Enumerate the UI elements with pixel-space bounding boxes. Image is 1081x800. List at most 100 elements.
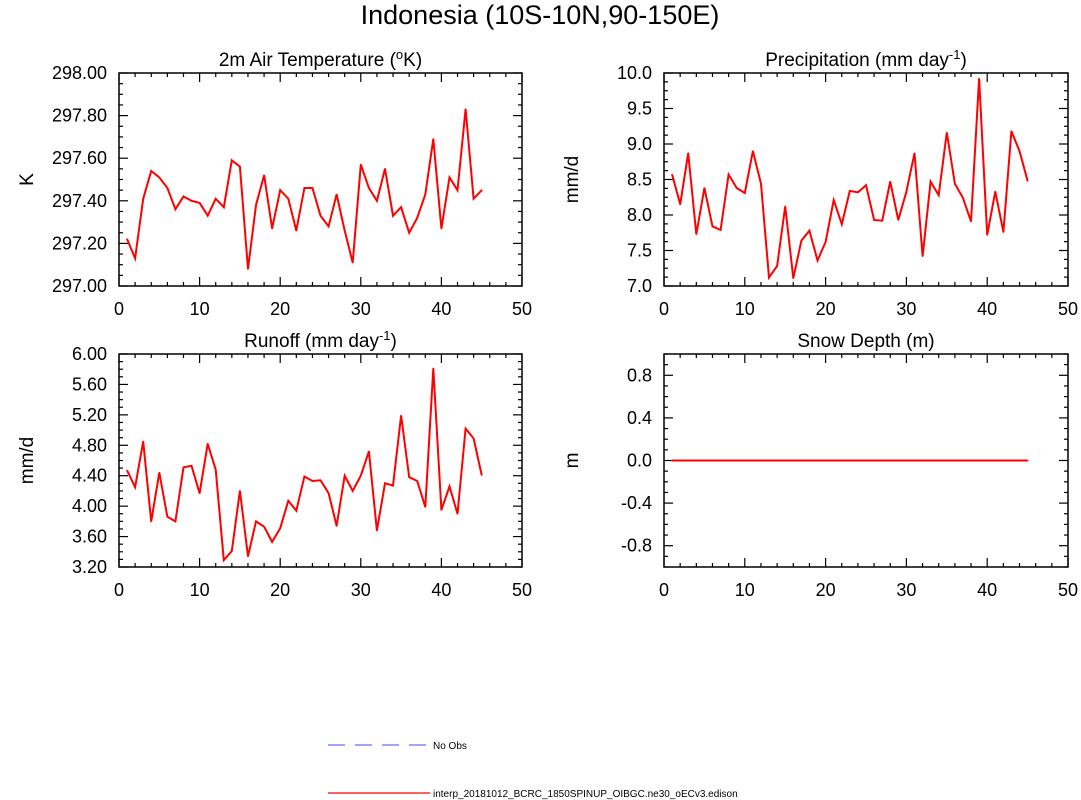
data-point — [198, 492, 201, 495]
data-point — [824, 241, 827, 243]
data-point — [816, 459, 819, 462]
y-tick-label: 0.0 — [627, 451, 652, 471]
data-point — [255, 520, 257, 523]
data-point — [986, 459, 988, 462]
data-point — [711, 225, 714, 228]
data-point — [752, 459, 754, 462]
data-point — [456, 512, 459, 515]
data-point — [150, 170, 153, 172]
data-point — [287, 500, 290, 502]
data-point — [840, 223, 843, 226]
data-point — [368, 187, 370, 189]
data-point — [671, 459, 673, 462]
data-point — [279, 527, 282, 530]
x-tick-label: 50 — [512, 580, 532, 600]
data-point — [752, 150, 754, 152]
legend-label: interp_20181012_BCRC_1850SPINUP_OIBGC.ne… — [433, 789, 738, 800]
data-point — [279, 189, 282, 191]
y-tick-label: 5.20 — [72, 405, 107, 425]
data-point — [727, 459, 730, 462]
data-point — [472, 437, 475, 440]
panel-snow-depth: Snow Depth (m) m 0 10 20 30 40 50 -0.8 -0.4 0.0 0.4… — [562, 331, 1078, 600]
x-tick-label: 0 — [659, 580, 669, 600]
plot-frame-air-temperature — [118, 72, 523, 287]
data-point — [994, 190, 997, 193]
data-point — [679, 459, 681, 462]
data-point — [206, 442, 209, 445]
y-tick-label: 297.80 — [52, 106, 107, 126]
data-point — [881, 219, 883, 222]
data-point — [142, 197, 144, 200]
panel-title-suffix: ) — [391, 331, 397, 352]
data-point — [929, 459, 932, 462]
data-point — [464, 427, 467, 430]
data-point — [239, 490, 241, 492]
y-tick-label: 7.5 — [627, 241, 652, 261]
data-point — [776, 265, 778, 267]
data-point — [335, 193, 338, 196]
data-point — [1010, 459, 1013, 462]
y-axis-label-snow-depth: m — [562, 453, 583, 469]
data-point — [190, 465, 193, 467]
data-point — [986, 234, 988, 236]
data-point — [937, 459, 940, 462]
y-tick-label: 5.60 — [72, 374, 107, 394]
y-tick-label: 297.40 — [52, 191, 107, 211]
y-tick-label: 0.4 — [627, 408, 652, 428]
data-point — [480, 189, 483, 191]
data-point — [929, 180, 932, 183]
data-point — [808, 459, 811, 462]
panel-runoff: Runoff (mm day-1) mm/d 0 10 20 30 40 50 3.20 3.60… — [17, 328, 532, 600]
data-point — [800, 459, 803, 462]
data-point — [735, 187, 738, 189]
x-tick-label: 40 — [431, 580, 451, 600]
x-tick-label: 0 — [114, 580, 124, 600]
data-point — [792, 459, 795, 462]
panel-air-temperature: 2m Air Temperature (oK) K 0 10 20 30 40 50 297.0… — [17, 47, 532, 319]
data-point — [711, 459, 714, 462]
y-tick-label: 4.00 — [72, 496, 107, 516]
data-point — [970, 220, 972, 223]
y-tick-label: 298.00 — [52, 63, 107, 83]
data-point — [351, 261, 354, 264]
data-point — [343, 474, 346, 477]
y-tick-label: 6.00 — [72, 344, 107, 364]
data-point — [424, 193, 427, 196]
data-point — [166, 515, 169, 518]
y-axis-label-air-temperature: K — [17, 173, 38, 186]
data-point — [263, 525, 265, 528]
data-point — [198, 202, 201, 204]
data-point — [905, 459, 908, 462]
data-point — [768, 459, 770, 462]
data-point — [824, 459, 827, 462]
data-point — [190, 200, 193, 202]
data-point — [978, 77, 980, 80]
data-point — [271, 227, 273, 230]
data-point — [368, 450, 370, 453]
y-tick-label: 10.0 — [617, 63, 652, 83]
x-tick-label: 20 — [270, 580, 290, 600]
data-point — [978, 459, 980, 462]
data-point — [962, 459, 964, 462]
panel-title-air-temperature: 2m Air Temperature (oK) — [219, 47, 422, 71]
data-point — [150, 520, 153, 523]
data-point — [849, 190, 851, 192]
data-point — [832, 199, 835, 201]
data-point — [448, 485, 451, 488]
data-point — [937, 194, 940, 196]
data-point — [695, 459, 698, 462]
data-point — [719, 459, 722, 462]
series-line-air-temperature — [126, 109, 483, 270]
data-point — [174, 520, 177, 523]
y-tick-label: 297.00 — [52, 276, 107, 296]
x-tick-label: 10 — [190, 299, 210, 319]
data-point — [1018, 150, 1021, 152]
data-point — [335, 525, 338, 527]
data-point — [376, 529, 378, 532]
x-tick-label: 40 — [977, 299, 997, 319]
data-point — [456, 189, 459, 191]
data-point — [857, 459, 859, 462]
data-point — [311, 480, 314, 482]
data-point — [760, 459, 762, 462]
